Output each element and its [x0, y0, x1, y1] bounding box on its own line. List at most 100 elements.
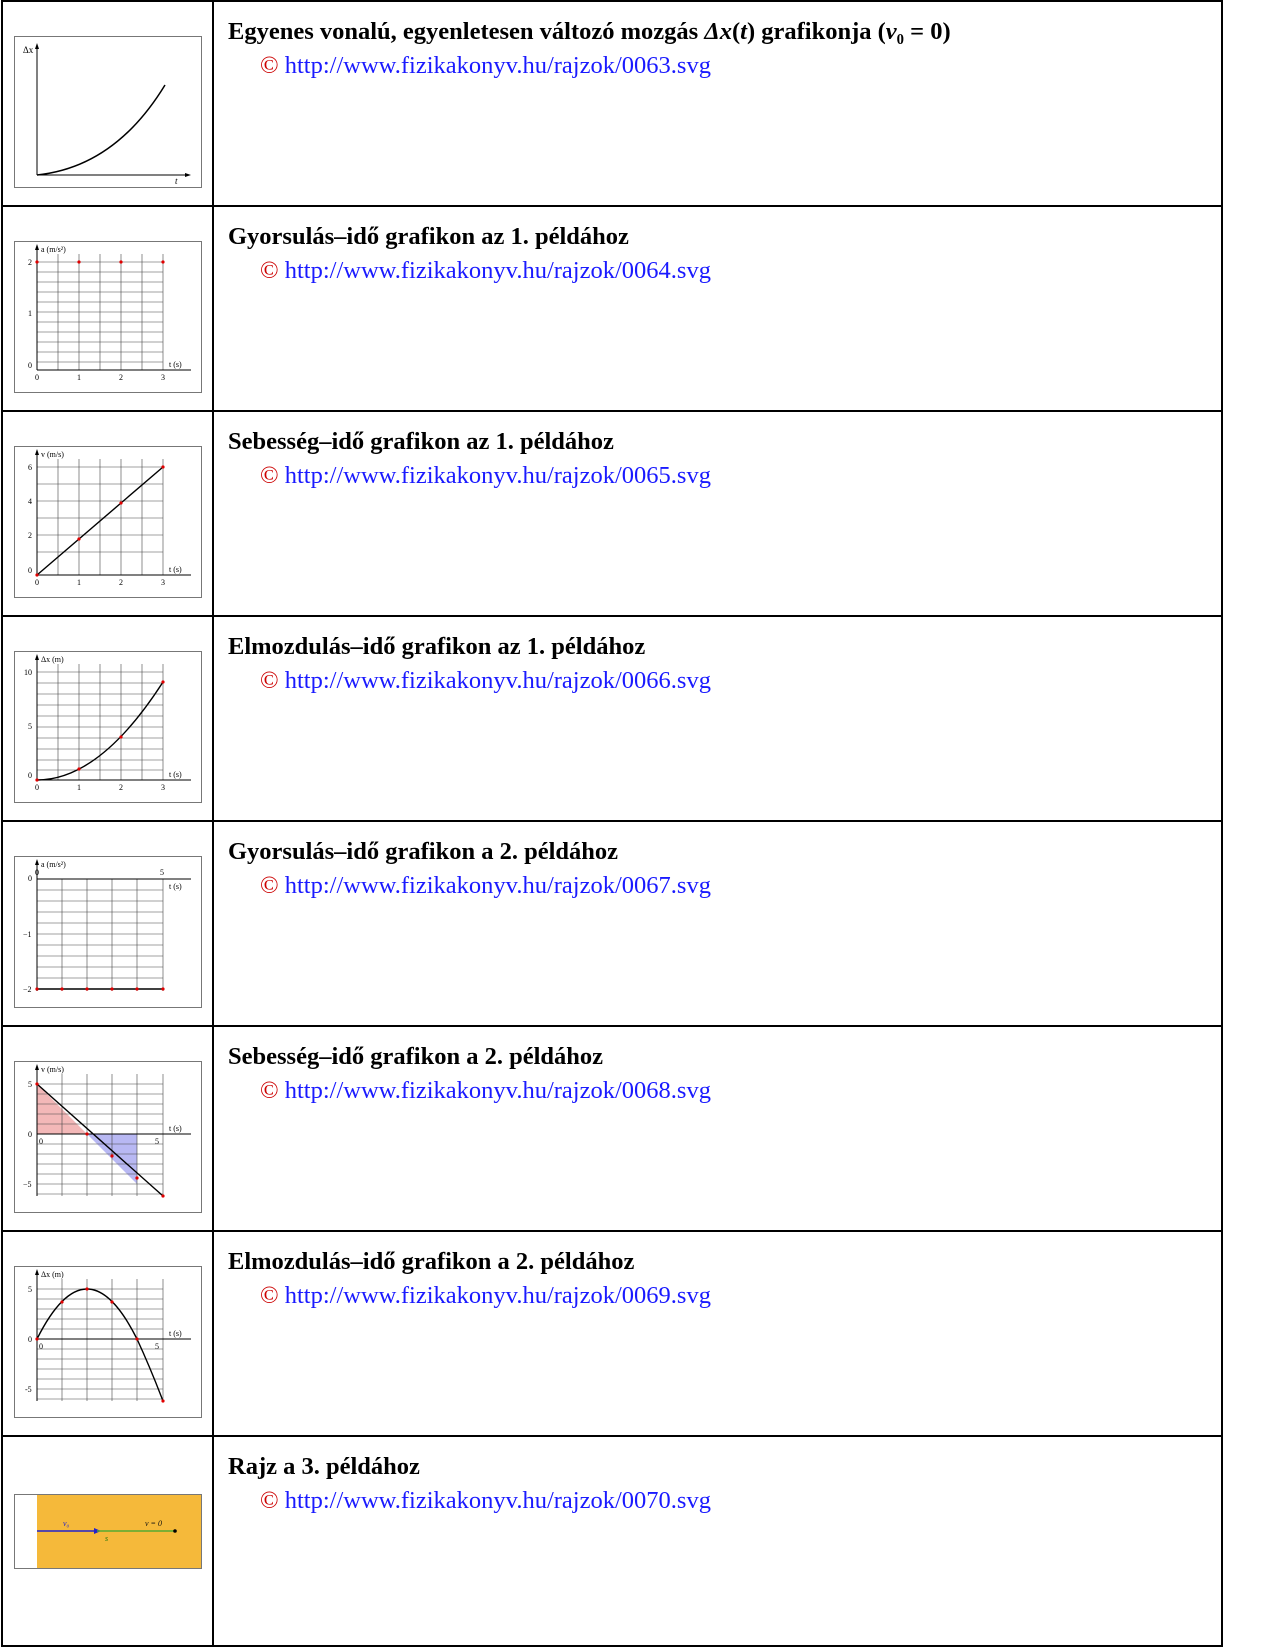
figure-row: Δx t Egyenes vonalú, egyenletesen változ…	[1, 0, 1223, 207]
axis-label-y: v (m/s)	[41, 450, 64, 459]
tick-label: 0	[35, 868, 39, 877]
tick-label: 5	[155, 1137, 159, 1146]
thumbnail-image-0067[interactable]: a (m/s²) t (s) 0 −1 −2 0 5	[13, 856, 202, 1008]
axis-label-y: Δx (m)	[41, 655, 64, 664]
tick-label: 0	[28, 874, 32, 883]
source-link[interactable]: http://www.fizikakonyv.hu/rajzok/0067.sv…	[284, 872, 711, 899]
description-cell: Rajz a 3. példához © http://www.fizikako…	[212, 1435, 1223, 1647]
thumbnail-cell: Δx t	[1, 0, 214, 207]
figure-title: Gyorsulás–idő grafikon a 2. példához	[228, 838, 619, 865]
copyright-icon: ©	[260, 257, 279, 284]
description-cell: Sebesség–idő grafikon a 2. példához © ht…	[212, 1025, 1223, 1232]
axis-label-x: t (s)	[169, 360, 182, 369]
thumbnail-cell: Δx (m) t (s) 10 5 0 0 1 2 3	[1, 615, 214, 822]
source-line: © http://www.fizikakonyv.hu/rajzok/0067.…	[228, 871, 1221, 901]
thumbnail-image-0066[interactable]: Δx (m) t (s) 10 5 0 0 1 2 3	[13, 651, 202, 803]
tick-label: 4	[28, 497, 32, 506]
figure-title: Rajz a 3. példához	[228, 1453, 420, 1480]
copyright-icon: ©	[260, 872, 279, 899]
axis-label-y: v (m/s)	[41, 1065, 64, 1074]
tick-label: 0	[28, 566, 32, 575]
tick-label: 1	[77, 578, 81, 587]
thumbnail-image-0069[interactable]: Δx (m) t (s) 5 0 -5 0 5	[13, 1266, 202, 1418]
tick-label: 0	[39, 1342, 43, 1351]
source-link[interactable]: http://www.fizikakonyv.hu/rajzok/0064.sv…	[284, 257, 711, 284]
description-cell: Sebesség–idő grafikon az 1. példához © h…	[212, 410, 1223, 617]
figure-row: v₀ s v = 0 Rajz a 3. példához © http://w…	[1, 1435, 1223, 1647]
figure-title: Gyorsulás–idő grafikon az 1. példához	[228, 223, 629, 250]
source-line: © http://www.fizikakonyv.hu/rajzok/0065.…	[228, 461, 1221, 491]
tick-label: 3	[161, 783, 165, 792]
axis-label-x: t (s)	[169, 882, 182, 891]
tick-label: 0	[28, 1335, 32, 1344]
source-link[interactable]: http://www.fizikakonyv.hu/rajzok/0063.sv…	[284, 52, 711, 79]
tick-label: 1	[77, 783, 81, 792]
tick-label: 2	[119, 373, 123, 382]
tick-label: 0	[35, 578, 39, 587]
figure-row: a (m/s²) t (s) 0 −1 −2 0 5 Gyorsulás–idő…	[1, 820, 1223, 1027]
thumbnail-cell: a (m/s²) t (s) 2 1 0 0 1 2 3	[1, 205, 214, 412]
source-link[interactable]: http://www.fizikakonyv.hu/rajzok/0066.sv…	[284, 667, 711, 694]
tick-label: 0	[39, 1137, 43, 1146]
figure-title: Sebesség–idő grafikon az 1. példához	[228, 428, 614, 455]
copyright-icon: ©	[260, 52, 279, 79]
description-cell: Egyenes vonalú, egyenletesen változó moz…	[212, 0, 1223, 207]
thumbnail-cell: v (m/s) t (s) 6 4 2 0 0 1 2 3	[1, 410, 214, 617]
tick-label: 2	[28, 531, 32, 540]
thumbnail-cell: a (m/s²) t (s) 0 −1 −2 0 5	[1, 820, 214, 1027]
copyright-icon: ©	[260, 1077, 279, 1104]
figure-row: Δx (m) t (s) 5 0 -5 0 5 Elmozdulás–idő g…	[1, 1230, 1223, 1437]
tick-label: -5	[25, 1385, 32, 1394]
figure-title: Elmozdulás–idő grafikon az 1. példához	[228, 633, 646, 660]
tick-label: 6	[28, 463, 32, 472]
thumbnail-image-0065[interactable]: v (m/s) t (s) 6 4 2 0 0 1 2 3	[13, 446, 202, 598]
axis-label-y: a (m/s²)	[41, 245, 66, 254]
figure-title: Sebesség–idő grafikon a 2. példához	[228, 1043, 604, 1070]
description-cell: Elmozdulás–idő grafikon a 2. példához © …	[212, 1230, 1223, 1437]
source-line: © http://www.fizikakonyv.hu/rajzok/0063.…	[228, 51, 1221, 81]
source-line: © http://www.fizikakonyv.hu/rajzok/0069.…	[228, 1281, 1221, 1311]
tick-label: 5	[155, 1342, 159, 1351]
thumbnail-cell: v (m/s) t (s) 5 0 −5 0 5	[1, 1025, 214, 1232]
tick-label: 5	[28, 722, 32, 731]
axis-label-x: t (s)	[169, 1329, 182, 1338]
thumbnail-image-0068[interactable]: v (m/s) t (s) 5 0 −5 0 5	[13, 1061, 202, 1213]
figure-title: Egyenes vonalú, egyenletesen változó moz…	[228, 18, 951, 45]
label-v0: v₀	[63, 1519, 70, 1528]
thumbnail-image-0063[interactable]: Δx t	[13, 36, 202, 188]
figure-row: a (m/s²) t (s) 2 1 0 0 1 2 3 Gyorsulás–i…	[1, 205, 1223, 412]
tick-label: 3	[161, 578, 165, 587]
copyright-icon: ©	[260, 1487, 279, 1514]
description-cell: Elmozdulás–idő grafikon az 1. példához ©…	[212, 615, 1223, 822]
tick-label: 3	[161, 373, 165, 382]
figure-row: v (m/s) t (s) 6 4 2 0 0 1 2 3 Sebesség–i…	[1, 410, 1223, 617]
axis-label-x: t (s)	[169, 565, 182, 574]
thumbnail-image-0070[interactable]: v₀ s v = 0	[13, 1494, 202, 1569]
source-link[interactable]: http://www.fizikakonyv.hu/rajzok/0065.sv…	[284, 462, 711, 489]
axis-label-y: Δx	[23, 45, 34, 55]
tick-label: 5	[28, 1080, 32, 1089]
tick-label: 0	[28, 1130, 32, 1139]
source-link[interactable]: http://www.fizikakonyv.hu/rajzok/0070.sv…	[284, 1487, 711, 1514]
tick-label: 10	[24, 668, 32, 677]
source-link[interactable]: http://www.fizikakonyv.hu/rajzok/0069.sv…	[284, 1282, 711, 1309]
source-link[interactable]: http://www.fizikakonyv.hu/rajzok/0068.sv…	[284, 1077, 711, 1104]
tick-label: −2	[23, 985, 32, 994]
label-s: s	[105, 1534, 108, 1543]
thumbnail-image-0064[interactable]: a (m/s²) t (s) 2 1 0 0 1 2 3	[13, 241, 202, 393]
tick-label: 5	[160, 868, 164, 877]
axis-label-y: Δx (m)	[41, 1270, 64, 1279]
tick-label: 0	[35, 373, 39, 382]
tick-label: −5	[23, 1180, 32, 1189]
tick-label: 0	[28, 771, 32, 780]
axis-label-y: a (m/s²)	[41, 860, 66, 869]
source-line: © http://www.fizikakonyv.hu/rajzok/0064.…	[228, 256, 1221, 286]
tick-label: −1	[23, 930, 32, 939]
figure-row: Δx (m) t (s) 10 5 0 0 1 2 3 Elmozdulás–i…	[1, 615, 1223, 822]
label-v-end: v = 0	[145, 1519, 162, 1528]
tick-label: 0	[28, 361, 32, 370]
tick-label: 2	[119, 578, 123, 587]
description-cell: Gyorsulás–idő grafikon a 2. példához © h…	[212, 820, 1223, 1027]
tick-label: 1	[28, 309, 32, 318]
tick-label: 2	[28, 258, 32, 267]
